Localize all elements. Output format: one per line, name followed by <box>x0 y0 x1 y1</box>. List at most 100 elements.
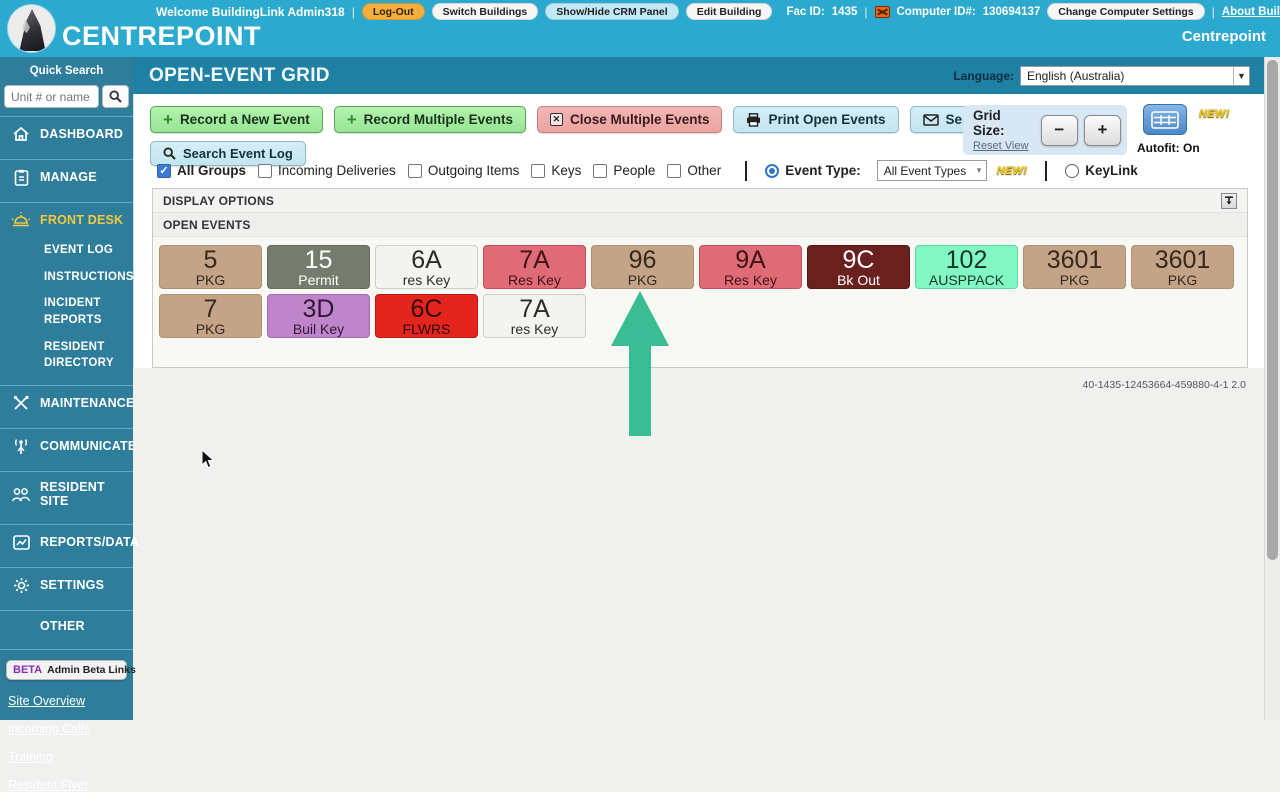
clipboard-icon <box>10 168 32 186</box>
sidebar-item-reports-data[interactable]: REPORTS/DATA <box>0 525 139 559</box>
quick-search-button[interactable] <box>102 85 129 108</box>
sidebar-item-label: COMMUNICATE <box>40 439 137 454</box>
event-tile[interactable]: 7A Res Key <box>483 245 586 289</box>
divider <box>0 202 133 203</box>
sidebar-item-resident-directory[interactable]: RESIDENT DIRECTORY <box>44 340 114 370</box>
incoming-calls-link[interactable]: Incoming Calls <box>8 722 90 737</box>
sidebar-item-incident-reports[interactable]: INCIDENT REPORTS <box>44 297 102 327</box>
grid-size-decrease-button[interactable]: − <box>1040 114 1078 146</box>
event-type-select[interactable]: All Event Types ▾ <box>876 160 987 181</box>
about-buildinglink-link[interactable]: About BuildingLink.com <box>1221 5 1280 18</box>
envelope-icon <box>922 113 939 126</box>
separator: | <box>1211 4 1215 19</box>
divider <box>0 159 133 160</box>
event-tile-highlighted[interactable]: 96 PKG <box>591 245 694 289</box>
plus-icon: + <box>163 110 173 129</box>
print-open-events-button[interactable]: Print Open Events <box>733 106 899 133</box>
outgoing-items-checkbox[interactable] <box>407 163 422 178</box>
sidebar-item-front-desk[interactable]: FRONT DESK <box>0 203 133 237</box>
autofit-toggle-button[interactable] <box>1143 104 1187 135</box>
people-checkbox[interactable] <box>593 163 608 178</box>
sidebar-item-settings[interactable]: SETTINGS <box>0 568 133 602</box>
mouse-cursor <box>201 449 215 469</box>
page-footer-code: 40-1435-12453664-459880-4-1 2.0 <box>1082 379 1246 391</box>
event-tile[interactable]: 9A Res Key <box>699 245 802 289</box>
gear-icon <box>10 576 32 594</box>
admin-beta-links-button[interactable]: BETA Admin Beta Links <box>6 660 136 681</box>
toolbar: + Record a New Event + Record Multiple Eve… <box>150 106 1105 133</box>
new-badge: NEW! <box>996 164 1028 177</box>
sidebar-item-label: DASHBOARD <box>40 127 124 141</box>
grid-size-increase-button[interactable]: + <box>1083 114 1122 146</box>
training-link[interactable]: Training <box>8 750 53 765</box>
sidebar-item-manage[interactable]: MANAGE <box>0 160 133 194</box>
logout-button[interactable]: Log-Out <box>361 3 425 20</box>
sidebar-item-instructions[interactable]: INSTRUCTIONS <box>44 270 134 283</box>
building-logo <box>8 5 55 52</box>
sidebar-item-label: SETTINGS <box>40 578 105 593</box>
close-multiple-events-button[interactable]: ✕ Close Multiple Events <box>536 106 723 133</box>
keylink-radio[interactable] <box>1065 163 1080 178</box>
grid-size-panel: Grid Size: Reset View − + <box>963 105 1127 155</box>
keys-checkbox[interactable] <box>531 163 546 178</box>
event-tile[interactable]: 15 Permit <box>267 245 370 289</box>
all-groups-checkbox[interactable]: ✓ <box>157 163 171 178</box>
event-tile[interactable]: 3D Buil Key <box>267 294 370 338</box>
change-computer-settings-button[interactable]: Change Computer Settings <box>1047 3 1205 20</box>
computer-id-value: 130694137 <box>982 5 1041 18</box>
record-new-event-button[interactable]: + Record a New Event <box>150 106 323 133</box>
separator: | <box>351 4 355 19</box>
welcome-text: Welcome BuildingLink Admin318 <box>156 4 345 19</box>
main-content: OPEN-EVENT GRID Language: English (Austr… <box>133 57 1264 720</box>
export-icon[interactable] <box>1221 192 1237 209</box>
reset-view-link[interactable]: Reset View <box>973 140 1029 152</box>
fac-id-value: 1435 <box>831 5 858 18</box>
computer-id-label: Computer ID#: <box>896 5 976 18</box>
language-select[interactable]: English (Australia) ▼ <box>1020 65 1250 86</box>
plus-icon: + <box>346 110 357 129</box>
search-event-log-button[interactable]: Search Event Log <box>150 141 306 166</box>
scrollbar-thumb[interactable] <box>1267 60 1278 560</box>
search-icon <box>163 147 176 160</box>
event-tile[interactable]: 7 PKG <box>159 294 262 338</box>
incoming-deliveries-checkbox[interactable] <box>258 163 273 178</box>
event-tile[interactable]: 3601 PKG <box>1131 245 1234 289</box>
sidebar-item-maintenance[interactable]: MAINTENANCE <box>0 386 135 420</box>
edit-building-button[interactable]: Edit Building <box>685 3 773 20</box>
sidebar-item-dashboard[interactable]: DASHBOARD <box>0 117 133 151</box>
desk-bell-icon <box>10 211 32 229</box>
sidebar-item-event-log[interactable]: EVENT LOG <box>44 244 114 256</box>
crm-panel-button[interactable]: Show/Hide CRM Panel <box>545 3 679 20</box>
sidebar-item-communicate[interactable]: COMMUNICATE <box>0 429 137 463</box>
event-type-radio[interactable] <box>765 163 780 178</box>
divider <box>0 471 133 473</box>
resident-flyer-link[interactable]: Resident Flyer <box>8 778 89 792</box>
home-icon <box>10 125 32 143</box>
display-options-bar[interactable]: DISPLAY OPTIONS <box>153 189 1247 213</box>
sidebar-item-other[interactable]: OTHER <box>0 611 133 641</box>
app-header: Welcome BuildingLink Admin318 | Log-Out … <box>0 0 1280 57</box>
sidebar-item-resident-site[interactable]: RESIDENT SITE <box>0 472 133 516</box>
open-events-header: OPEN EVENTS <box>153 213 1247 237</box>
chevron-down-icon: ▾ <box>976 165 982 175</box>
quick-search-input[interactable] <box>4 85 99 108</box>
filter-row: ✓ All Groups Incoming Deliveries Outgoin… <box>157 160 1144 181</box>
sidebar-nav: Quick Search DASHBOARD MANAGE FRONT DESK… <box>0 57 139 792</box>
event-tile[interactable]: 9C Bk Out <box>807 245 910 289</box>
record-multiple-events-button[interactable]: + Record Multiple Events <box>333 106 526 133</box>
event-tile[interactable]: 7A res Key <box>483 294 586 338</box>
event-tile[interactable]: 102 AUSPPACK <box>915 245 1018 289</box>
switch-buildings-button[interactable]: Switch Buildings <box>431 3 539 20</box>
other-checkbox[interactable] <box>667 163 682 178</box>
event-tile[interactable]: 3601 PKG <box>1023 245 1126 289</box>
printer-icon <box>747 112 761 127</box>
close-box-icon: ✕ <box>549 113 563 126</box>
sidebar-item-label: MAINTENANCE <box>40 396 135 411</box>
site-overview-link[interactable]: Site Overview <box>8 694 86 709</box>
event-tile[interactable]: 6C FLWRS <box>375 294 478 338</box>
event-tile[interactable]: 5 PKG <box>159 245 262 289</box>
separator: | <box>864 4 868 19</box>
beta-badge: BETA <box>13 664 43 677</box>
chevron-down-icon: ▼ <box>1233 66 1249 85</box>
event-tile[interactable]: 6A res Key <box>375 245 478 289</box>
